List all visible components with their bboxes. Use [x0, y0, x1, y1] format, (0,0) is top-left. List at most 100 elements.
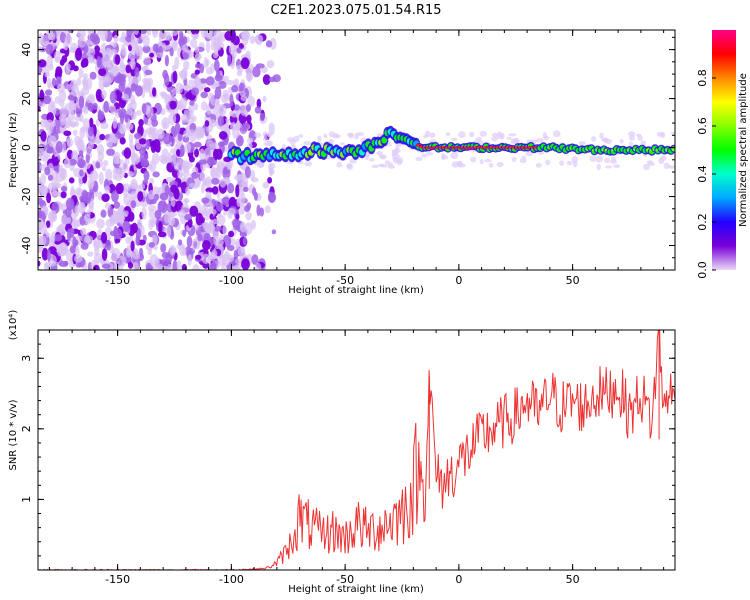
noise-speck — [111, 253, 119, 262]
faint-speck — [637, 135, 643, 141]
noise-speck — [200, 101, 208, 111]
noise-speck — [252, 66, 261, 78]
noise-speck — [101, 165, 107, 172]
noise-speck — [85, 152, 90, 164]
noise-speck — [204, 120, 210, 127]
noise-speck — [112, 117, 118, 129]
noise-speck — [212, 186, 219, 195]
noise-speck — [228, 230, 235, 238]
noise-speck — [89, 57, 95, 64]
faint-speck — [371, 164, 379, 169]
noise-speck — [205, 40, 211, 54]
noise-speck — [201, 203, 207, 217]
noise-speck — [236, 70, 243, 77]
noise-speck — [87, 102, 95, 112]
faint-speck — [595, 155, 604, 163]
noise-speck — [187, 218, 193, 228]
noise-speck — [174, 122, 181, 134]
noise-speck — [203, 87, 211, 93]
faint-speck — [660, 132, 666, 139]
noise-speck — [178, 38, 186, 46]
faint-speck — [479, 130, 487, 137]
noise-speck — [208, 251, 216, 262]
noise-speck — [79, 169, 84, 177]
noise-speck — [157, 231, 167, 238]
noise-speck — [115, 159, 122, 165]
noise-speck — [191, 87, 200, 96]
faint-speck — [484, 159, 492, 163]
faint-speck — [415, 156, 423, 162]
noise-speck — [85, 146, 92, 156]
noise-speck — [123, 147, 132, 159]
noise-speck — [176, 260, 182, 270]
noise-speck — [66, 137, 74, 148]
noise-speck — [151, 119, 159, 127]
noise-speck — [137, 191, 144, 202]
noise-speck — [72, 129, 78, 136]
noise-speck — [259, 207, 265, 217]
noise-speck — [209, 263, 217, 270]
noise-speck — [40, 34, 50, 47]
noise-speck — [184, 213, 193, 221]
faint-speck — [262, 131, 268, 138]
x-tick-label: 0 — [455, 274, 462, 287]
noise-speck — [247, 95, 256, 107]
faint-speck — [354, 133, 359, 140]
noise-speck — [239, 221, 247, 233]
noise-speck — [269, 37, 277, 50]
noise-speck — [122, 183, 131, 192]
noise-speck — [70, 42, 78, 50]
noise-speck — [187, 254, 192, 267]
noise-speck — [195, 63, 202, 69]
noise-speck — [251, 254, 259, 265]
noise-speck — [193, 77, 202, 87]
noise-speck — [202, 261, 210, 269]
noise-speck — [148, 218, 154, 230]
faint-speck — [658, 157, 665, 165]
noise-speck — [144, 69, 153, 76]
noise-speck — [191, 171, 199, 179]
noise-speck — [77, 30, 86, 40]
noise-speck — [102, 263, 111, 270]
noise-speck — [190, 39, 198, 48]
noise-speck — [184, 142, 192, 154]
noise-speck — [130, 58, 136, 70]
noise-speck — [66, 83, 72, 92]
snr-y-label: SNR (10 * v/v) — [8, 399, 19, 470]
faint-speck — [451, 137, 458, 142]
noise-speck — [83, 213, 91, 222]
noise-speck — [72, 65, 79, 72]
noise-speck — [229, 110, 234, 116]
noise-speck — [239, 82, 245, 91]
noise-speck — [154, 193, 159, 201]
noise-speck — [132, 250, 140, 260]
colorbar-scale — [712, 30, 736, 270]
noise-speck — [205, 59, 210, 67]
noise-speck — [68, 99, 75, 113]
noise-speck — [223, 75, 230, 82]
noise-speck — [142, 66, 148, 72]
noise-speck — [133, 30, 139, 36]
noise-speck — [70, 79, 78, 91]
noise-speck — [209, 202, 214, 214]
noise-speck — [251, 177, 259, 183]
noise-speck — [38, 217, 45, 229]
noise-speck — [235, 238, 240, 250]
noise-speck — [203, 221, 210, 232]
noise-speck — [236, 197, 241, 208]
noise-speck — [38, 183, 47, 197]
x-tick-label: -150 — [105, 573, 130, 586]
noise-speck — [87, 125, 94, 137]
noise-speck — [161, 92, 167, 100]
noise-speck — [205, 191, 212, 198]
noise-speck — [144, 159, 149, 167]
noise-speck — [200, 30, 207, 39]
noise-speck — [231, 30, 236, 39]
noise-speck — [177, 169, 184, 180]
noise-speck — [201, 253, 210, 265]
faint-speck — [591, 136, 597, 142]
noise-speck — [54, 56, 61, 62]
noise-speck — [162, 132, 172, 145]
noise-speck — [107, 59, 113, 68]
